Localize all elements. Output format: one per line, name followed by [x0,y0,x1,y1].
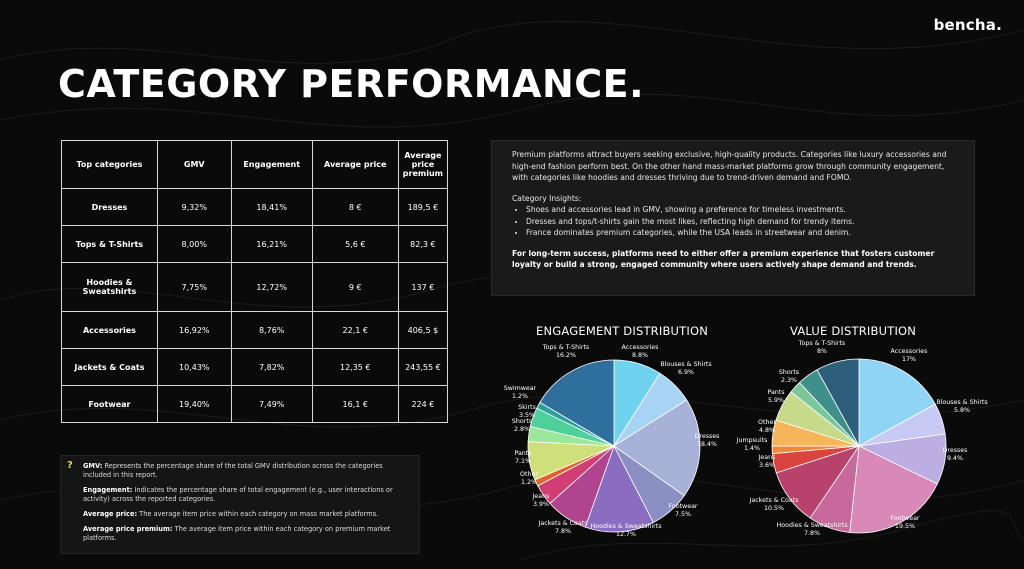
insights-conclusion: For long-term success, platforms need to… [512,248,935,270]
gmv-cell: 16,92% [156,311,232,349]
glossary-item: Average price premium: The average item … [83,525,409,543]
pie-label: Jackets & Coats 10.5% [749,497,799,512]
average-price-cell: 16,1 € [311,385,399,423]
pie-slice-tops-t-shirts [816,358,860,447]
brand-logo: bencha. [933,16,1002,34]
pie-label: Dresses 18.4% [695,433,720,448]
glossary-item: Average price: The average item price wi… [83,510,409,519]
insights-intro: Premium platforms attract buyers seeking… [512,150,947,182]
pie-label: Footwear 19.5% [890,515,919,530]
pie-label: Tops & T-Shirts 8% [798,340,845,355]
pie-label: Hoodies & Sweatshirts 12.7% [591,523,662,538]
pie-label: Jumpsuits 1.4% [736,437,768,452]
category-name: Hoodies & Sweatshirts [61,262,158,312]
pie-label: Pants 7.1% [514,450,531,465]
insight-bullet: Shoes and accessories lead in GMV, showi… [526,204,962,216]
average-price-premium-cell: 406,5 $ [397,311,449,349]
engagement-distribution-pie: Tops & T-Shirts 16.2% Accessories 8.8%Blous… [504,344,720,538]
pie-label: Pants 5.9% [767,389,784,404]
table-header-row: Top categories GMV Engagement Average pr… [61,140,449,189]
pie-label: Other 4.8% [758,419,776,434]
value-chart-title: VALUE DISTRIBUTION [790,324,917,338]
pie-label: Jeans 3.6% [758,454,776,469]
category-table: Top categories GMV Engagement Average pr… [61,140,449,423]
category-name: Footwear [61,385,158,423]
glossary-text: The average item price within each categ… [137,510,379,518]
pie-slice-accessories [858,358,936,447]
table-row: Accessories 16,92% 8,76% 22,1 € 406,5 $ [61,311,449,349]
glossary-text: Indicates the percentage share of total … [83,486,393,503]
glossary-term: Engagement: [83,486,133,494]
pie-label: Dresses 9.4% [943,447,968,462]
average-price-premium-cell: 82,3 € [397,225,449,263]
question-icon: ? [67,460,73,471]
pie-label: Jackets & Coats 7.8% [538,520,588,535]
pie-label: Footwear 7.5% [668,503,697,518]
insight-bullet: Dresses and tops/t-shirts gain the most … [526,216,962,228]
glossary-term: GMV: [83,462,103,470]
pie-label: Skirts 3.5% [518,404,536,419]
pie-label: Other 1.2% [520,471,538,486]
table-row: Hoodies & Sweatshirts 7,75% 12,72% 9 € 1… [61,262,449,312]
category-name: Tops & T-Shirts [61,225,158,263]
pie-label: Accessories 17% [891,348,928,363]
glossary-term: Average price: [83,510,138,518]
pie-label: Swimwear 1.2% [504,385,537,400]
value-distribution-pie: Tops & T-Shirts 8% Accessories 17% Shorts 2.3… [736,340,988,537]
glossary-item: Engagement: Indicates the percentage sha… [83,486,409,504]
average-price-premium-cell: 137 € [397,262,449,312]
header-top-categories: Top categories [61,140,158,189]
glossary-item: GMV: Represents the percentage share of … [83,462,409,480]
glossary-panel: ? GMV: Represents the percentage share o… [60,455,420,554]
pie-slice-hoodies-sweatshirts [584,444,654,533]
pie-label: Shorts 2.8% [512,418,532,433]
pie-label: Blouses & Shirts 6.9% [660,361,711,376]
pie-label: Blouses & Shirts 5.8% [936,399,987,414]
category-name: Accessories [61,311,158,349]
glossary-text: Represents the percentage share of the t… [83,462,383,479]
gmv-cell: 9,32% [156,188,232,226]
pie-label: Accessories 8.8% [622,344,659,359]
insights-list: Shoes and accessories lead in GMV, showi… [512,204,962,239]
gmv-cell: 7,75% [156,262,232,312]
pie-label: Hoodies & Sweatshirts 7.8% [777,522,848,537]
pie-slice-footwear [849,445,938,534]
insight-bullet: France dominates premium categories, whi… [526,227,962,239]
table-row: Footwear 19,40% 7,49% 16,1 € 224 € [61,385,449,423]
glossary-text: The average item price within each categ… [83,525,391,542]
insights-panel: Premium platforms attract buyers seeking… [491,140,975,296]
pie-label: Jeans 3.9% [532,493,550,508]
engagement-cell: 7,49% [230,385,313,423]
header-average-price: Average price [311,140,399,189]
category-name: Dresses [61,188,158,226]
average-price-premium-cell: 189,5 € [397,188,449,226]
pie-label: Shorts 2.3% [779,369,799,384]
pie-slice-tops-t-shirts [539,359,615,447]
insights-heading: Category Insights: [512,193,582,203]
engagement-chart-title: ENGAGEMENT DISTRIBUTION [536,324,709,338]
table-row: Tops & T-Shirts 8,00% 16,21% 5,6 € 82,3 … [61,225,449,263]
average-price-premium-cell: 224 € [397,385,449,423]
glossary-term: Average price premium: [83,525,173,533]
header-engagement: Engagement [230,140,313,189]
pie-label: Tops & T-Shirts 16.2% [542,344,589,359]
page-title: CATEGORY PERFORMANCE. [58,62,645,106]
pie-slice-dresses [613,399,701,497]
gmv-cell: 19,40% [156,385,232,423]
